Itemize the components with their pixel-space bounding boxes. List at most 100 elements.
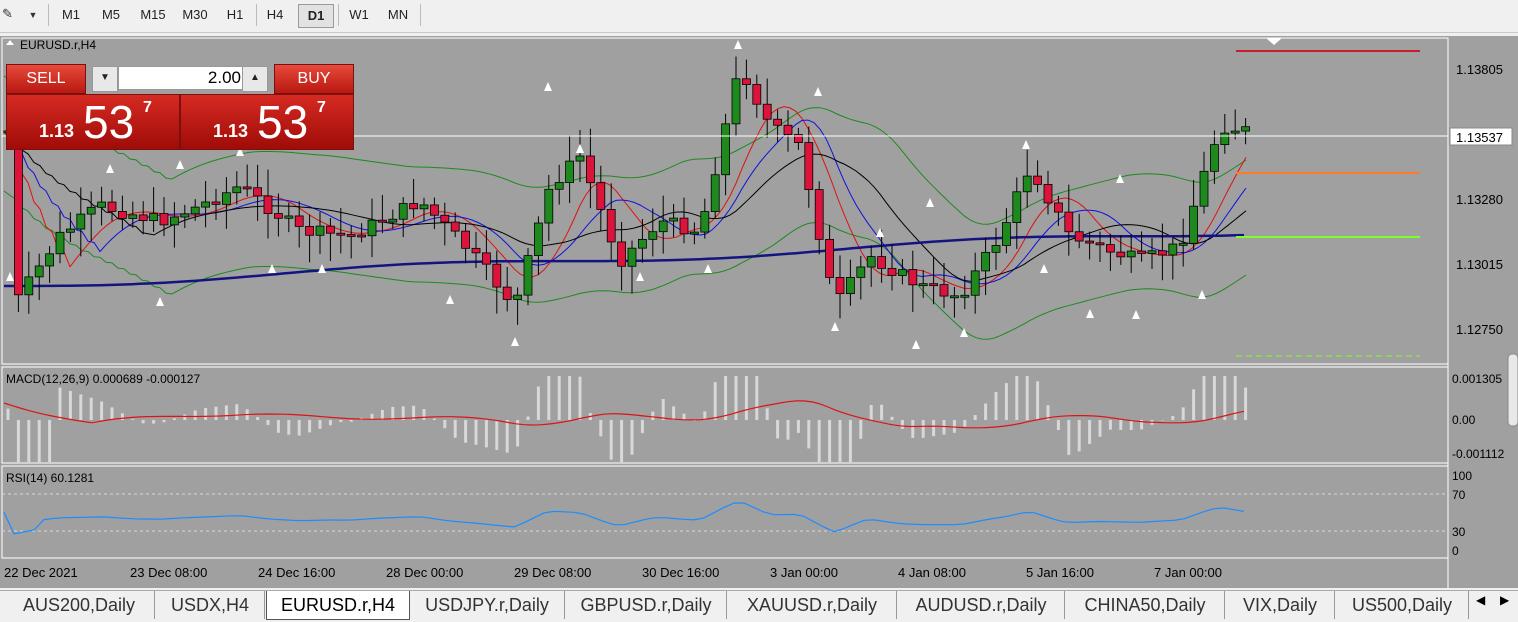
tf-m1[interactable]: M1: [54, 4, 88, 26]
macd-bar: [319, 420, 322, 429]
macd-bar: [745, 376, 748, 420]
candle-body: [503, 287, 511, 299]
chart-tab[interactable]: AUS200,Daily: [4, 591, 155, 619]
macd-bar: [787, 420, 790, 440]
chart-tab[interactable]: USDX,H4: [156, 591, 265, 619]
price-label: 1.12750: [1456, 322, 1503, 337]
time-label: 29 Dec 08:00: [514, 565, 591, 580]
sell-price-display[interactable]: 1.13 53 7: [6, 94, 180, 150]
buy-button[interactable]: BUY: [274, 64, 354, 94]
macd-bar: [1203, 376, 1206, 420]
candle-body: [1013, 192, 1021, 223]
price-label: 1.13805: [1456, 62, 1503, 77]
chart-tools-dropdown[interactable]: ✎ ▼: [2, 6, 44, 26]
chevron-right-icon[interactable]: ▶: [1500, 593, 1509, 607]
candle-body: [139, 215, 147, 221]
candle-body: [129, 215, 137, 219]
buy-price-display[interactable]: 1.13 53 7: [180, 94, 354, 150]
macd-bar: [100, 401, 103, 420]
crosshair-icon: ✎: [2, 6, 13, 21]
candle-body: [472, 248, 480, 253]
candle-body: [971, 271, 979, 295]
timeframe-toolbar: ✎ ▼ M1 M5 M15 M30 H1 H4 D1 W1 MN: [0, 0, 1518, 33]
macd-bar: [859, 420, 862, 439]
price-label: 1.13015: [1456, 257, 1503, 272]
sell-price-main: 53: [83, 95, 134, 149]
chart-tab-active[interactable]: EURUSD.r,H4: [266, 591, 410, 620]
candle-body: [46, 254, 54, 266]
candle-body: [784, 125, 792, 134]
candle-body: [909, 270, 917, 285]
chart-tab[interactable]: AUDUSD.r,Daily: [898, 591, 1065, 619]
tf-w1[interactable]: W1: [342, 4, 376, 26]
candle-body: [961, 295, 969, 297]
candle-body: [316, 226, 324, 235]
macd-bar: [953, 420, 956, 433]
chevron-left-icon[interactable]: ◀: [1476, 593, 1485, 607]
candle-body: [337, 233, 345, 235]
macd-bar: [48, 420, 51, 462]
candle-body: [1075, 232, 1083, 241]
tf-mn[interactable]: MN: [380, 4, 416, 26]
toolbar-separator: [420, 4, 421, 26]
candle-body: [566, 161, 574, 182]
tf-h4[interactable]: H4: [258, 4, 292, 26]
candle-body: [181, 214, 189, 217]
candle-body: [878, 257, 886, 269]
candle-body: [212, 202, 220, 204]
macd-bar: [267, 420, 270, 425]
time-label: 24 Dec 16:00: [258, 565, 335, 580]
macd-bar: [59, 388, 62, 420]
candle-body: [1044, 184, 1052, 203]
candle-body: [555, 182, 563, 189]
tf-m5[interactable]: M5: [94, 4, 128, 26]
tf-m30[interactable]: M30: [176, 4, 214, 26]
candle-body: [805, 143, 813, 190]
candle-body: [836, 277, 844, 293]
rsi-label: RSI(14) 60.1281: [6, 471, 94, 485]
candle-body: [254, 188, 262, 196]
tf-m15[interactable]: M15: [134, 4, 172, 26]
buy-price-fraction: 7: [317, 99, 326, 117]
candle-body: [846, 277, 854, 293]
lot-increase-button[interactable]: ▲: [242, 66, 268, 92]
candle-body: [919, 284, 927, 286]
macd-bar: [163, 420, 166, 422]
lot-decrease-button[interactable]: ▼: [92, 66, 118, 92]
chart-tab[interactable]: CHINA50,Daily: [1066, 591, 1225, 619]
lot-size-input[interactable]: [118, 66, 244, 90]
macd-bar: [7, 409, 10, 420]
macd-bar: [849, 420, 852, 462]
candle-body: [1002, 223, 1010, 246]
candle-body: [482, 253, 490, 264]
macd-bar: [142, 420, 145, 423]
tf-d1[interactable]: D1: [298, 4, 334, 28]
macd-bar: [1015, 376, 1018, 420]
macd-bar: [506, 420, 509, 453]
toolbar-separator: [48, 4, 49, 26]
macd-bar: [797, 420, 800, 433]
macd-bar: [381, 410, 384, 420]
macd-bar: [121, 413, 124, 420]
macd-bar: [433, 419, 436, 420]
candle-body: [982, 252, 990, 271]
candle-body: [264, 196, 272, 214]
chart-tab[interactable]: US500,Daily: [1336, 591, 1469, 619]
candle-body: [1023, 176, 1031, 192]
chart-tab[interactable]: GBPUSD.r,Daily: [566, 591, 727, 619]
macd-bar: [215, 407, 218, 420]
candle-body: [1086, 241, 1094, 243]
macd-bar: [152, 420, 155, 424]
macd-bar: [683, 414, 686, 420]
chart-tab[interactable]: XAUUSD.r,Daily: [728, 591, 897, 619]
sell-button[interactable]: SELL: [6, 64, 86, 94]
macd-bar: [880, 405, 883, 420]
candle-body: [14, 131, 22, 295]
tf-h1[interactable]: H1: [218, 4, 252, 26]
chart-tab[interactable]: VIX,Daily: [1226, 591, 1335, 619]
candle-body: [202, 202, 210, 207]
candle-body: [1158, 251, 1166, 255]
chart-tab[interactable]: USDJPY.r,Daily: [410, 591, 565, 619]
rsi-scale-30: 30: [1452, 525, 1466, 539]
macd-bar: [984, 404, 987, 420]
